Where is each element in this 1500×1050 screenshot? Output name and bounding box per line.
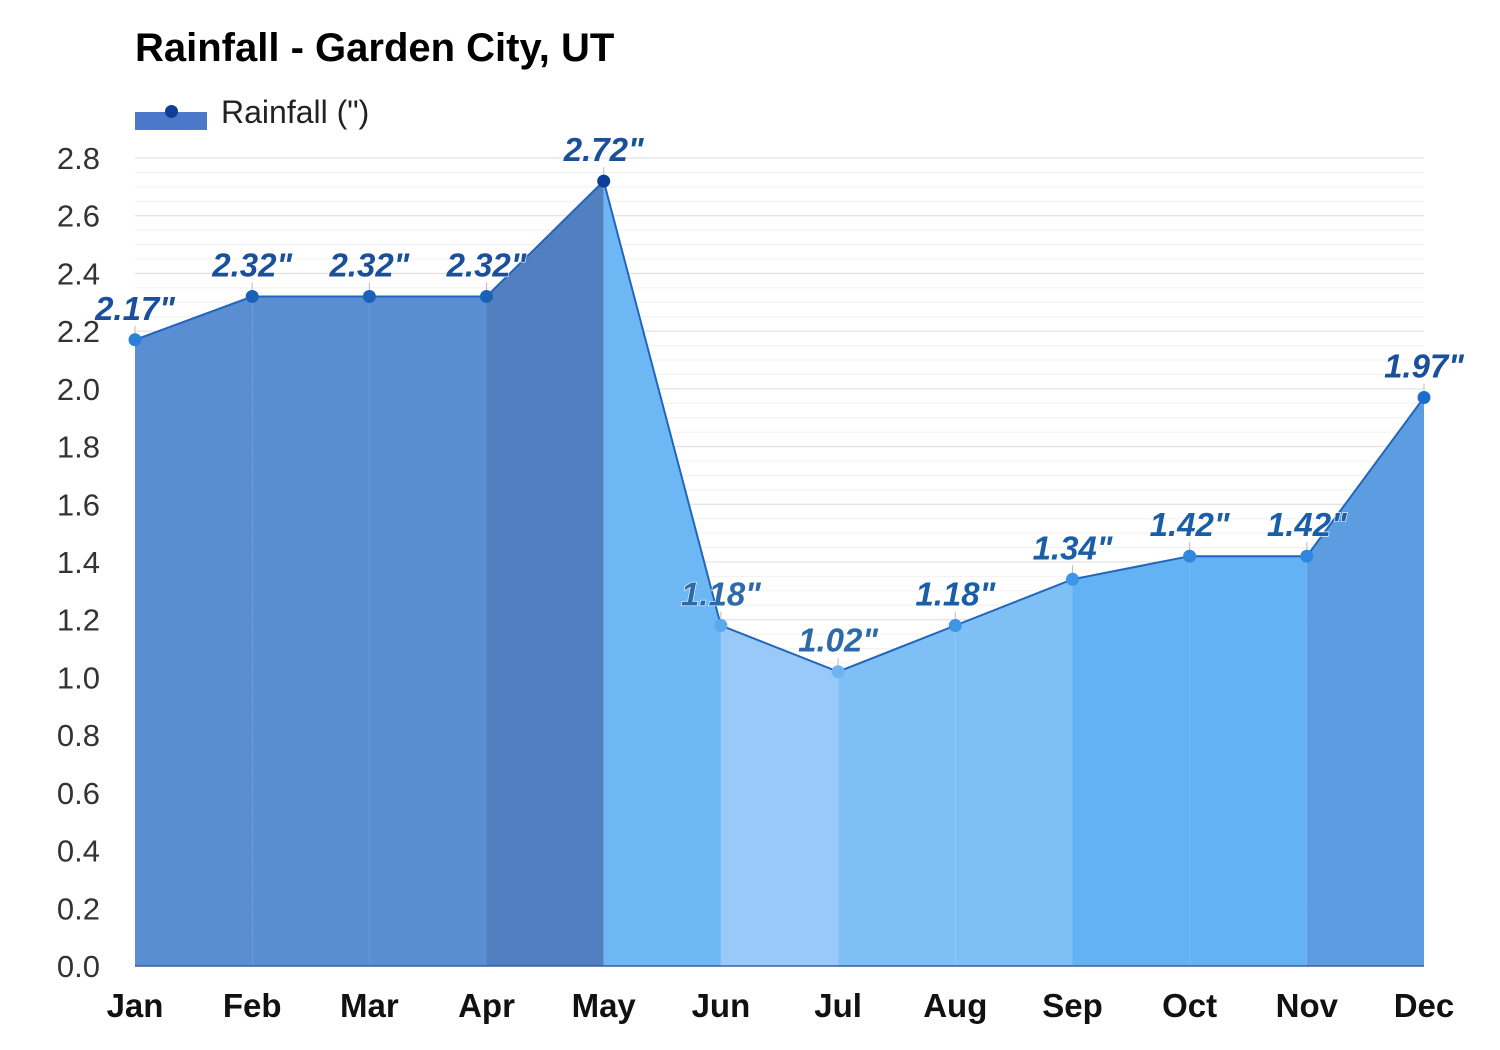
x-tick-label-feb: Feb (223, 987, 282, 1024)
data-label-nov: 1.42" (1267, 506, 1347, 543)
area-segment-feb (252, 296, 370, 966)
data-label-may: 2.72" (563, 131, 644, 168)
data-label-jan: 2.17" (94, 290, 175, 327)
area-segment-may (603, 181, 721, 967)
y-tick-label: 1.4 (57, 545, 100, 580)
area-segment-apr (486, 181, 604, 967)
data-points (128, 167, 1431, 679)
x-tick-label-nov: Nov (1276, 987, 1339, 1024)
data-label-feb: 2.32" (211, 247, 292, 284)
legend-swatch (135, 92, 207, 132)
legend: Rainfall (") (135, 92, 369, 132)
y-tick-label: 1.2 (57, 603, 100, 638)
x-tick-label-apr: Apr (458, 987, 515, 1024)
data-label-dec: 1.97" (1384, 348, 1464, 385)
data-label-mar: 2.32" (328, 247, 409, 284)
y-tick-label: 1.8 (57, 430, 100, 465)
data-point-jun (714, 619, 728, 632)
x-tick-label-jan: Jan (107, 987, 164, 1024)
data-point-aug (948, 619, 962, 632)
data-label-apr: 2.32" (446, 247, 527, 284)
y-tick-label: 0.2 (57, 891, 100, 926)
y-tick-label: 2.2 (57, 314, 100, 349)
data-point-dec (1417, 391, 1431, 404)
data-label-jun: 1.18" (681, 576, 761, 613)
data-point-oct (1183, 549, 1197, 563)
data-label-oct: 1.42" (1150, 506, 1230, 543)
data-point-jan (128, 333, 142, 347)
legend-dot (165, 105, 178, 118)
data-point-jul (831, 665, 845, 679)
x-tick-label-mar: Mar (340, 987, 399, 1024)
y-tick-label: 0.8 (57, 718, 100, 753)
y-tick-label: 2.6 (57, 199, 100, 234)
area-segment-aug (955, 579, 1073, 966)
series-line-path (134, 179, 1425, 673)
area-segment-oct (1189, 556, 1307, 966)
chart-title: Rainfall - Garden City, UT (135, 26, 615, 70)
data-labels: 2.17" 2.32" 2.32" 2.32" 2.72" 1.18" 1.02" 1.18"… (93, 131, 1464, 660)
y-tick-label: 1.0 (57, 660, 100, 695)
y-tick-label: 2.0 (57, 372, 100, 407)
data-point-mar (362, 290, 376, 303)
area-segment-nov (1306, 397, 1424, 966)
x-tick-label-dec: Dec (1394, 987, 1455, 1024)
y-tick-label: 1.6 (57, 487, 100, 522)
y-tick-label: 0.0 (57, 949, 100, 984)
x-tick-label-oct: Oct (1162, 987, 1217, 1024)
y-axis-ticks: 0.0 0.2 0.4 0.6 0.8 1.0 1.2 1.4 1.6 1.8 2.0 2.2 2.4 2… (57, 141, 100, 984)
area-segment-mar (369, 296, 487, 966)
data-point-apr (480, 290, 493, 303)
data-point-sep (1066, 572, 1079, 586)
data-point-may (597, 174, 611, 188)
y-tick-label: 0.4 (57, 834, 100, 869)
area-segment-jan (135, 296, 253, 966)
y-tick-label: 0.6 (57, 776, 100, 811)
series-line (134, 179, 1425, 967)
area-segment-jul (838, 625, 956, 966)
x-tick-label-sep: Sep (1042, 987, 1103, 1024)
area-segment-sep (1072, 556, 1190, 966)
x-tick-label-jun: Jun (692, 987, 751, 1024)
data-point-feb (245, 290, 259, 303)
legend-label: Rainfall (") (221, 93, 370, 130)
y-tick-label: 2.4 (57, 256, 100, 291)
x-tick-label-jul: Jul (814, 987, 862, 1024)
data-label-aug: 1.18" (915, 576, 995, 613)
data-label-jul: 1.02" (798, 622, 878, 659)
data-label-sep: 1.34" (1033, 529, 1113, 566)
y-tick-label: 2.8 (57, 141, 100, 176)
area-segment-jun (720, 625, 839, 966)
x-tick-label-may: May (572, 987, 637, 1024)
area-segments (135, 181, 1424, 967)
x-tick-label-aug: Aug (923, 987, 987, 1024)
legend-band (135, 112, 207, 130)
x-axis-ticks: Jan Feb Mar Apr May Jun Jul Aug Sep Oct Nov Dec (107, 987, 1455, 1024)
data-point-nov (1300, 549, 1314, 563)
